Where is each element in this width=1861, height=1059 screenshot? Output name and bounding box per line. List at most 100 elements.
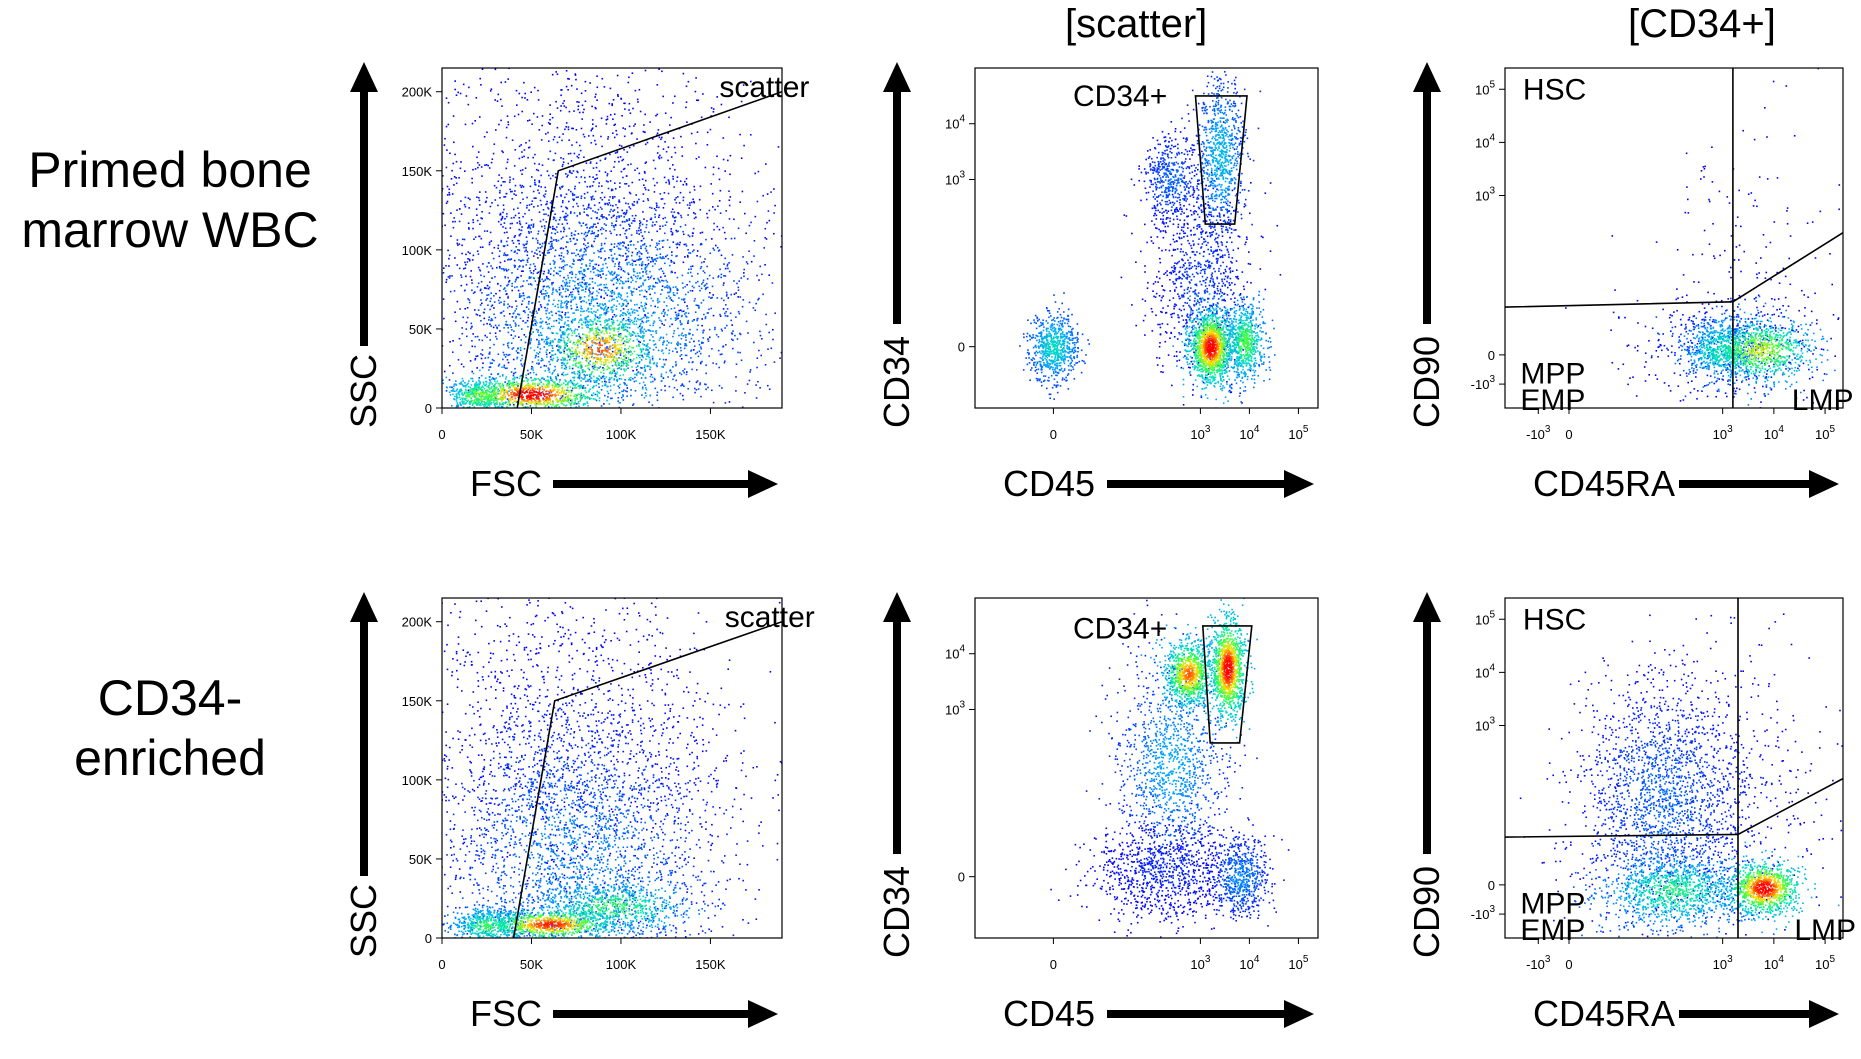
event-dot [657, 278, 660, 281]
event-dot [535, 249, 538, 251]
event-dot [422, 318, 424, 320]
event-dot [674, 198, 676, 201]
event-dot [547, 296, 550, 299]
event-dot [681, 314, 683, 317]
event-dot [562, 268, 565, 270]
event-dot [520, 275, 522, 277]
event-dot [480, 374, 483, 377]
event-dot [670, 299, 673, 301]
event-dot [566, 349, 568, 351]
event-dot [485, 401, 487, 404]
event-dot [743, 144, 745, 147]
event-dot [541, 278, 543, 281]
event-dot [644, 370, 646, 372]
event-dot [642, 130, 645, 133]
event-dot [725, 310, 727, 313]
event-dot [620, 276, 622, 279]
event-dot [632, 268, 635, 271]
event-dot [607, 181, 609, 183]
event-dot [562, 200, 564, 202]
event-dot [591, 370, 594, 373]
event-dot [567, 295, 570, 298]
event-dot [484, 391, 487, 394]
event-dot [611, 222, 613, 224]
event-dot [568, 78, 570, 80]
event-dot [592, 176, 594, 178]
event-dot [576, 155, 579, 158]
event-dot [613, 166, 615, 168]
event-dot [632, 145, 635, 147]
event-dot [679, 309, 682, 311]
event-dot [445, 97, 448, 99]
row-label-primed-bone-marrow: Primed bone marrow WBC [10, 140, 330, 260]
event-dot [643, 124, 645, 126]
event-dot [481, 385, 484, 387]
event-dot [609, 272, 611, 274]
event-dot [538, 163, 540, 165]
event-dot [477, 400, 479, 402]
event-dot [507, 237, 509, 239]
event-dot [531, 123, 533, 125]
event-dot [532, 223, 535, 226]
event-dot [638, 361, 641, 363]
event-dot [581, 440, 583, 442]
event-dot [619, 234, 621, 236]
event-dot [658, 280, 661, 282]
event-dot [584, 275, 587, 277]
event-dot [622, 255, 624, 257]
event-dot [552, 247, 554, 249]
event-dot [682, 261, 685, 264]
event-dot [702, 281, 704, 284]
event-dot [625, 258, 628, 261]
event-dot [683, 243, 686, 246]
event-dot [655, 202, 658, 205]
event-dot [538, 181, 541, 184]
event-dot [574, 319, 576, 321]
event-dot [689, 202, 691, 204]
event-dot [697, 317, 699, 320]
event-dot [625, 202, 627, 205]
event-dot [633, 217, 636, 220]
event-dot [677, 327, 679, 330]
event-dot [512, 358, 515, 361]
event-dot [659, 248, 661, 250]
event-dot [487, 356, 490, 359]
event-dot [587, 409, 589, 411]
event-dot [617, 279, 619, 282]
event-dot [656, 365, 658, 368]
event-dot [527, 314, 530, 316]
event-dot [505, 254, 508, 257]
event-dot [356, 120, 358, 122]
event-dot [610, 232, 612, 235]
event-dot [651, 415, 653, 417]
event-dot [641, 320, 644, 323]
event-dot [507, 354, 509, 357]
event-dot [613, 124, 615, 126]
event-dot [591, 105, 593, 108]
event-dot [680, 214, 682, 217]
event-dot [387, 137, 389, 139]
event-dot [599, 316, 601, 318]
event-dot [638, 450, 640, 452]
event-dot [433, 68, 435, 70]
event-dot [619, 156, 622, 158]
event-dot [574, 185, 576, 188]
event-dot [586, 246, 588, 249]
event-dot [542, 280, 545, 283]
event-dot [641, 289, 643, 292]
event-dot [492, 257, 495, 260]
event-dot [682, 287, 684, 289]
event-dot [507, 327, 509, 329]
event-dot [597, 284, 599, 287]
event-dot [620, 268, 623, 271]
event-dot [477, 266, 480, 269]
event-dot [567, 153, 570, 155]
event-dot [621, 298, 623, 300]
event-dot [529, 454, 531, 456]
event-dot [713, 249, 716, 251]
event-dot [691, 290, 694, 292]
event-dot [504, 287, 506, 289]
event-dot [613, 277, 616, 280]
event-dot [539, 332, 542, 334]
event-dot [573, 198, 575, 201]
